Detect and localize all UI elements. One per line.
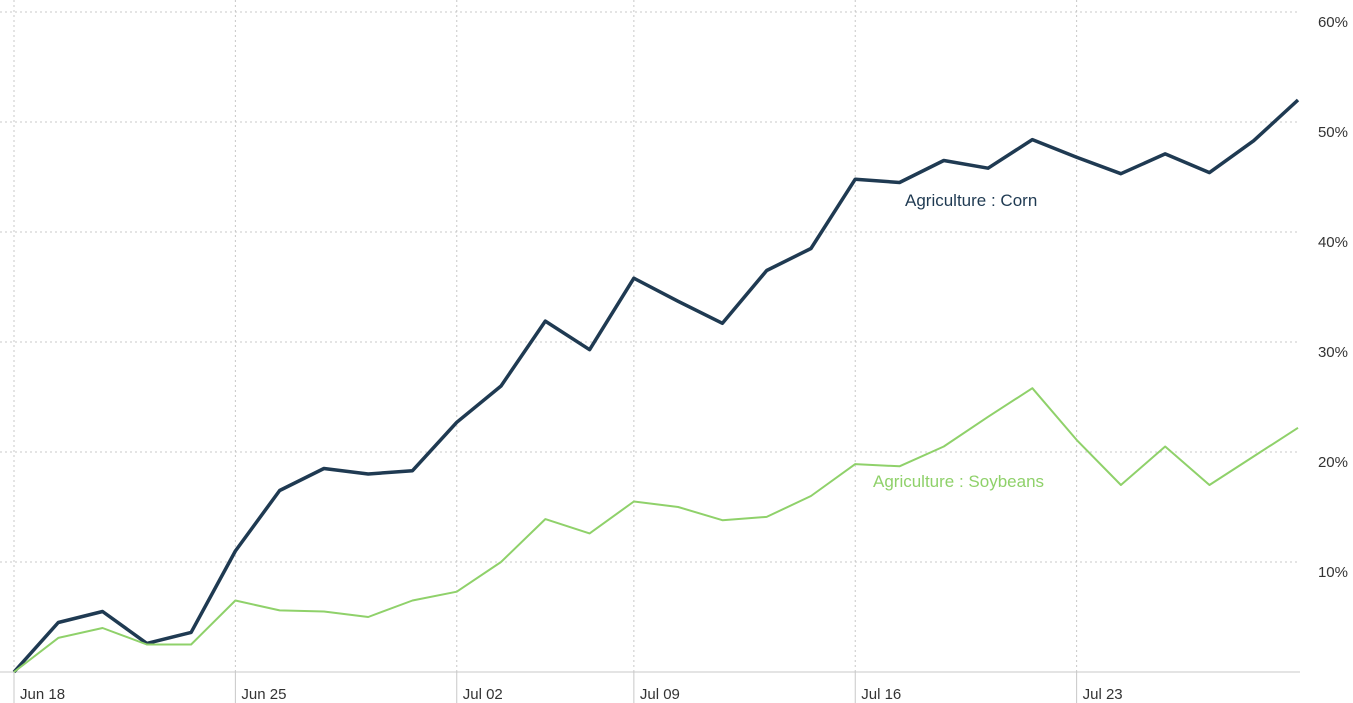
x-tick-label: Jun 25 [241,686,286,703]
x-tick-label: Jul 09 [640,686,680,703]
x-tick-label: Jun 18 [20,686,65,703]
y-tick-label: 20% [1318,454,1348,471]
y-tick-label: 60% [1318,14,1348,31]
x-tick-label: Jul 23 [1083,686,1123,703]
y-tick-label: 10% [1318,564,1348,581]
y-tick-label: 50% [1318,124,1348,141]
series-label: Agriculture : Soybeans [873,472,1044,491]
series-label: Agriculture : Corn [905,191,1037,210]
x-tick-label: Jul 02 [463,686,503,703]
series-line [12,98,1300,674]
x-tick-label: Jul 16 [861,686,901,703]
series-line [13,387,1299,673]
y-tick-label: 40% [1318,234,1348,251]
y-tick-label: 30% [1318,344,1348,361]
